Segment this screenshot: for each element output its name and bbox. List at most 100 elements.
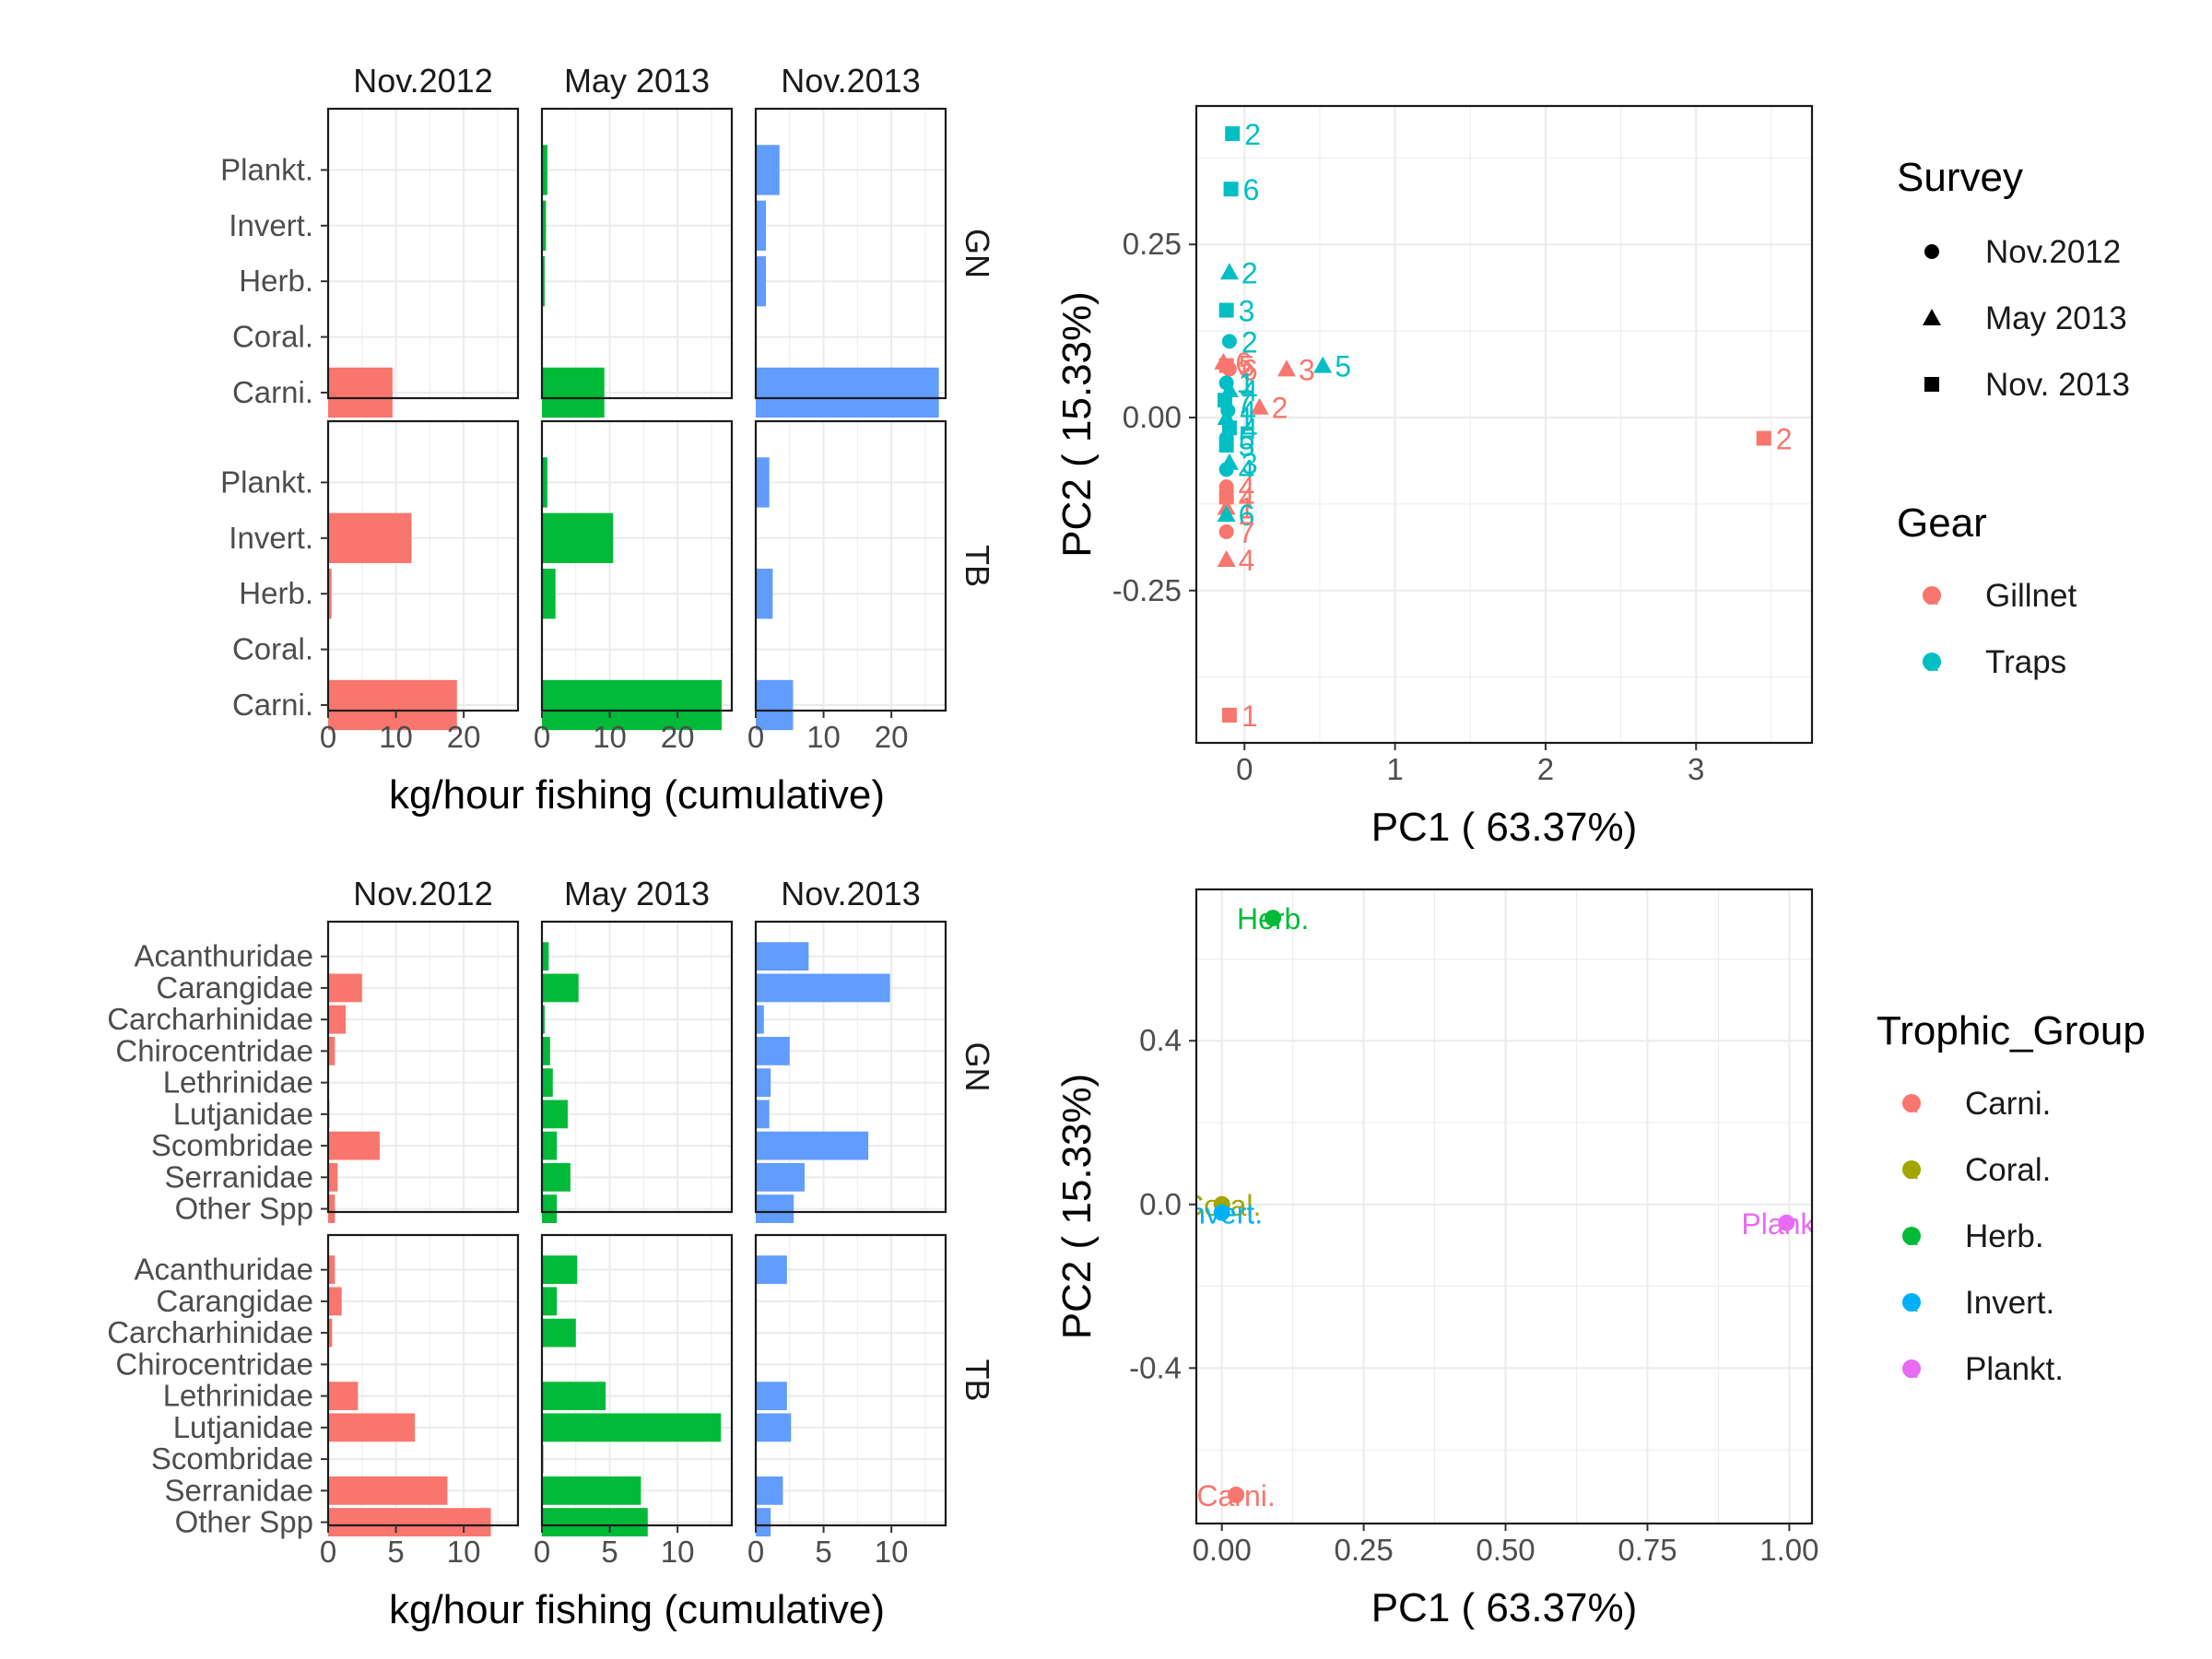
point-label: 4 [1239,544,1255,577]
point-gillnet [1277,359,1296,376]
category-label: Herb. [239,576,313,610]
category-label: Coral. [232,320,313,354]
facet-strip-row: GN [959,229,996,278]
category-label: Carcharhinidae [107,1002,313,1036]
chart-bottom-left: Nov.2012 May 2013 Nov.2013AcanthuridaeCara… [107,875,996,1632]
x-tick-label: 5 [815,1535,831,1569]
bar-TB-Nov2013-Serranidae [756,1477,782,1505]
legend-title-trophic: Trophic_Group [1877,1008,2146,1053]
legend-key-glyph: a [1905,1093,1918,1118]
bar-TB-May2013-Acanthuridae [542,1255,577,1284]
x-tick-label: 0 [747,720,764,754]
category-label: Carni. [232,688,313,722]
bar-GN-Nov2013-Carcharhinidae [756,1006,764,1034]
x-tick-label: 20 [447,720,481,754]
facet-strip-col: May 2013 [564,62,710,100]
legend-survey-key [1923,309,1941,325]
chart-bottom-right: 0.000.250.500.751.000.40.0-0.4Herb.Coral… [1054,889,1831,1630]
x-tick-label: 20 [875,720,909,754]
category-label: Carangidae [156,971,313,1005]
legend-gear-label: Traps [1985,644,2066,680]
point-traps [1219,462,1234,477]
y-axis-title: PC2 ( 15.33%) [1054,1074,1100,1340]
x-tick-label: 1 [1386,752,1403,786]
x-tick-label: 3 [1688,752,1704,786]
bar-GN-Nov2013-OtherSpp [756,1194,794,1223]
panel-border [328,421,518,711]
point-traps [1225,126,1240,141]
x-tick-label: 10 [593,720,627,754]
legend-top: Survey Nov.2012 May 2013 Nov. 2013 Gear a Gill… [1897,155,2130,680]
point-label: 6 [1243,173,1260,206]
x-tick-label: 10 [806,720,841,754]
x-tick-label: 5 [387,1535,404,1569]
x-tick-label: 1.00 [1759,1533,1818,1567]
category-label: Carangidae [156,1284,313,1318]
bar-GN-Nov2013-Lethrinidae [756,1068,771,1097]
bar-GN-May2013-Carangidae [542,973,579,1002]
panel-border [756,421,946,711]
x-tick-label: 2 [1537,752,1554,786]
facet-strip-col: Nov.2012 [353,62,492,100]
bar-GN-Nov2012-Carangidae [328,973,362,1002]
point-label: 2 [1776,423,1793,456]
x-axis-title: kg/hour fishing (cumulative) [389,772,885,818]
facet-strip-col: Nov.2013 [781,875,920,912]
category-label: Lutjanidae [173,1097,313,1131]
bar-GN-May2013-Carni [542,368,605,418]
panel-border [1196,889,1812,1524]
legend-trophic-label: Herb. [1965,1218,2044,1254]
legend-key-glyph: a [1925,652,1938,677]
x-tick-label: 0 [1236,752,1253,786]
x-tick-label: 0.25 [1335,1533,1394,1567]
category-label: Acanthuridae [135,939,313,973]
point-traps [1220,263,1239,279]
bar-TB-Nov2013-Plankt [756,457,770,507]
bar-GN-Nov2013-Carangidae [756,973,890,1002]
bar-TB-Nov2012-Lutjanidae [328,1413,415,1441]
x-axis-title: PC1 ( 63.37%) [1371,1585,1638,1630]
category-label: Plankt. [220,152,313,186]
bar-TB-Nov2013-Lutjanidae [756,1413,791,1441]
bar-GN-Nov2012-OtherSpp [328,1194,335,1223]
category-label: Carni. [232,375,313,409]
category-label: Scombridae [151,1128,313,1162]
legend-trophic-label: Coral. [1965,1152,2051,1188]
bar-TB-Nov2013-Herb [756,569,772,618]
point-label: 1 [1241,700,1258,733]
bar-GN-May2013-Lutjanidae [542,1100,568,1128]
x-axis-title: PC1 ( 63.37%) [1371,805,1638,850]
point-label: 2 [1241,256,1258,289]
point-gillnet [1218,550,1236,567]
x-tick-label: 5 [601,1535,618,1569]
point-traps [1219,438,1234,453]
y-tick-label: 0.25 [1123,227,1182,261]
category-label: Serranidae [165,1473,313,1507]
legend-key-glyph: a [1905,1159,1918,1184]
facet-strip-col: Nov.2013 [781,62,920,100]
category-label: Serranidae [165,1159,313,1194]
x-tick-label: 0 [534,1535,550,1569]
point-label: Herb. [1237,902,1309,935]
bar-TB-Nov2012-OtherSpp [328,1508,491,1536]
legend-survey-key [1924,244,1939,259]
point-traps [1219,303,1234,318]
panel-border [328,109,518,398]
bar-GN-May2013-Scombridae [542,1132,557,1160]
legend-trophic-label: Carni. [1965,1086,2051,1122]
legend-key-glyph: a [1905,1226,1918,1251]
x-tick-label: 0 [534,720,550,754]
category-label: Other Spp [175,1192,313,1226]
x-tick-label: 10 [447,1535,481,1569]
bar-GN-Nov2013-Herb [756,256,766,306]
x-tick-label: 0.00 [1193,1533,1252,1567]
bar-TB-May2013-OtherSpp [542,1508,648,1536]
y-tick-label: -0.4 [1129,1350,1182,1384]
x-tick-label: 10 [379,720,413,754]
category-label: Lethrinidae [163,1379,313,1413]
x-tick-label: 10 [661,1535,695,1569]
category-label: Plankt. [220,465,313,499]
chart-top-left: Nov.2012 May 2013 Nov.2013 Plankt. Invert. He… [220,62,996,818]
x-tick-label: 0.75 [1618,1533,1677,1567]
